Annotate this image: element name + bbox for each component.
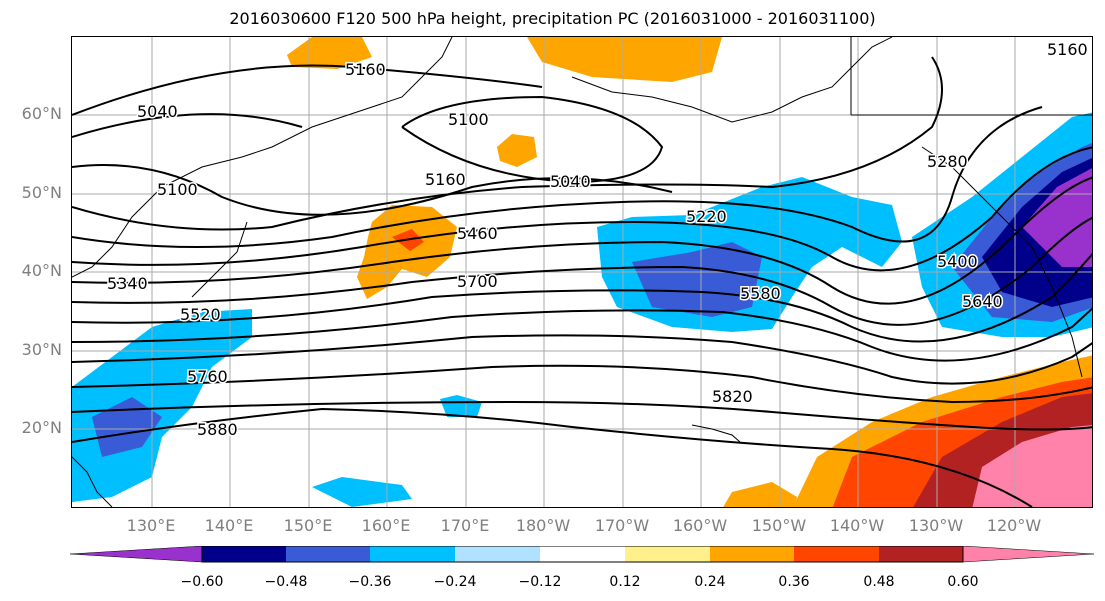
precip-pos-small-blob (497, 134, 537, 167)
colorbar-tick: 0.36 (778, 574, 810, 590)
precip-pos-north (527, 37, 722, 82)
contour-label: 5160 (425, 170, 466, 189)
lon-label: 170°E (440, 516, 490, 535)
map-svg: 5160 5040 5100 5040 5100 5160 5220 5460 … (72, 37, 1092, 507)
contour-labels: 5160 5040 5100 5040 5100 5160 5220 5460 … (106, 39, 1090, 441)
map-title: 2016030600 F120 500 hPa height, precipit… (229, 9, 876, 28)
precip-neg-central-dark (632, 242, 762, 317)
contour-label: 5220 (686, 207, 727, 226)
contour-label: 5580 (740, 284, 781, 303)
lon-label: 140°W (829, 516, 885, 535)
colorbar-segment (70, 546, 203, 563)
lat-label: 30°N (21, 340, 62, 359)
colorbar-tick: 0.24 (694, 574, 726, 590)
contour-label: 5160 (345, 60, 386, 79)
lon-label: 180°W (515, 516, 571, 535)
colorbar-tick: 0.48 (863, 574, 895, 590)
colorbar-segment (879, 546, 963, 562)
height-contours (72, 56, 1092, 507)
precip-pos-southeast-pink (972, 425, 1092, 507)
map-panel: 5160 5040 5100 5040 5100 5160 5220 5460 … (71, 36, 1093, 508)
lon-label: 170°W (594, 516, 650, 535)
precip-pos-small-bottom (723, 482, 797, 507)
lat-label: 20°N (21, 418, 62, 437)
contour-label: 5040 (550, 172, 591, 191)
colorbar-segment (202, 546, 286, 562)
precip-neg-west-dark (92, 397, 162, 457)
lat-label: 40°N (21, 261, 62, 280)
contour-label: 5640 (962, 292, 1003, 311)
contour-label: 5700 (457, 272, 498, 291)
contour-label: 5460 (457, 224, 498, 243)
contour-label: 5040 (137, 102, 178, 121)
colorbar-segment (625, 546, 710, 562)
lon-label: 140°E (204, 516, 254, 535)
colorbar-segment (455, 546, 540, 562)
colorbar-segment (286, 546, 370, 562)
contour-label: 5820 (712, 387, 753, 406)
colorbar-tick: −0.36 (348, 574, 392, 590)
colorbar-tick: −0.24 (433, 574, 477, 590)
contour-label: 5280 (927, 152, 968, 171)
lon-label: 160°W (672, 516, 728, 535)
precip-neg-east-purple (1022, 168, 1092, 267)
precip-pos-central (357, 205, 457, 299)
coastlines (72, 37, 1092, 507)
contour-label: 5160 (1047, 40, 1088, 59)
colorbar-tick: −0.48 (264, 574, 308, 590)
lon-label: 120°W (986, 516, 1042, 535)
contour-label: 5400 (937, 252, 978, 271)
precip-neg-bottom-blob (312, 477, 412, 507)
precip-pos-northwest (287, 37, 372, 69)
lon-label: 150°E (283, 516, 333, 535)
lon-label: 150°W (751, 516, 807, 535)
contour-label: 5520 (180, 305, 221, 324)
colorbar-segment (370, 546, 455, 562)
colorbar (70, 546, 1095, 563)
contour-label: 5100 (157, 180, 198, 199)
colorbar-segment (710, 546, 794, 562)
colorbar-segment (540, 546, 625, 562)
colorbar-segment (794, 546, 879, 562)
lon-label: 130°W (908, 516, 964, 535)
colorbar-tick: −0.12 (518, 574, 562, 590)
colorbar-segment (962, 546, 1095, 563)
colorbar-tick: −0.60 (180, 574, 224, 590)
lon-label: 130°E (126, 516, 176, 535)
colorbar-tick: 0.12 (609, 574, 641, 590)
lat-label: 60°N (21, 104, 62, 123)
contour-label: 5340 (107, 274, 148, 293)
colorbar-tick: 0.60 (947, 574, 979, 590)
precip-neg-small (440, 395, 482, 417)
lon-label: 160°E (361, 516, 411, 535)
contour-label: 5760 (187, 367, 228, 386)
contour-label: 5100 (448, 110, 489, 129)
lat-label: 50°N (21, 183, 62, 202)
contour-label: 5880 (197, 420, 238, 439)
